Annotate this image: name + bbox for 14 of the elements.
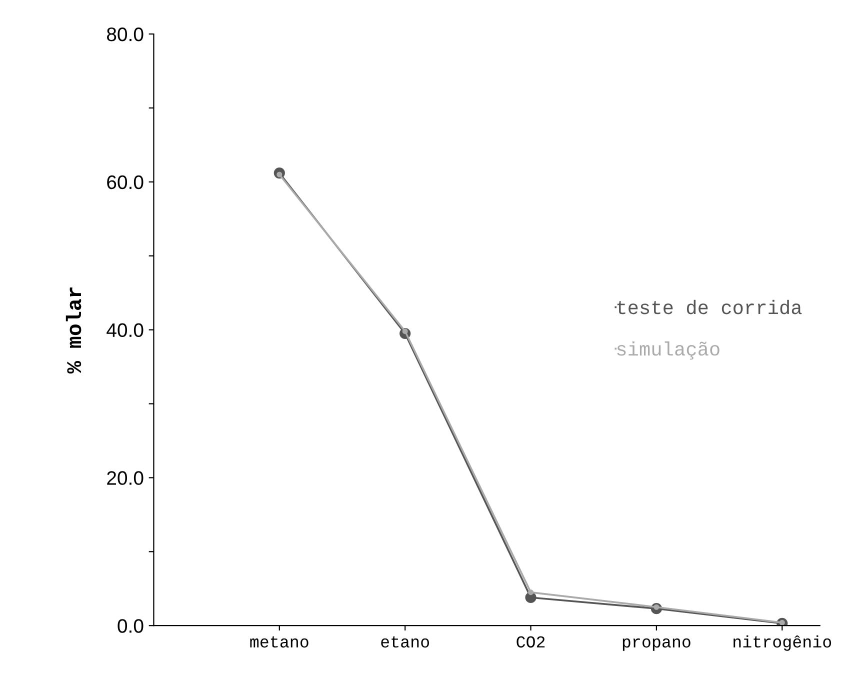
- x-tick-label: propano: [622, 638, 690, 651]
- legend-label: teste de corrida: [617, 300, 802, 314]
- y-tick-label: 80.0: [107, 27, 144, 42]
- y-tick-label: 60.0: [107, 175, 144, 190]
- point: [528, 590, 534, 596]
- y-axis-title: % molar: [66, 288, 82, 374]
- x-tick-label: CO2: [516, 636, 545, 648]
- y-tick-label: 40.0: [106, 323, 144, 338]
- x-tick-label: metano: [250, 636, 308, 648]
- y-tick-label: 20.0: [107, 471, 144, 485]
- x-tick-label: etano: [381, 636, 430, 648]
- x-tick-label: nitrogênio: [734, 635, 832, 651]
- legend-label: simulação: [617, 341, 720, 360]
- y-tick-label: 0.0: [118, 619, 144, 633]
